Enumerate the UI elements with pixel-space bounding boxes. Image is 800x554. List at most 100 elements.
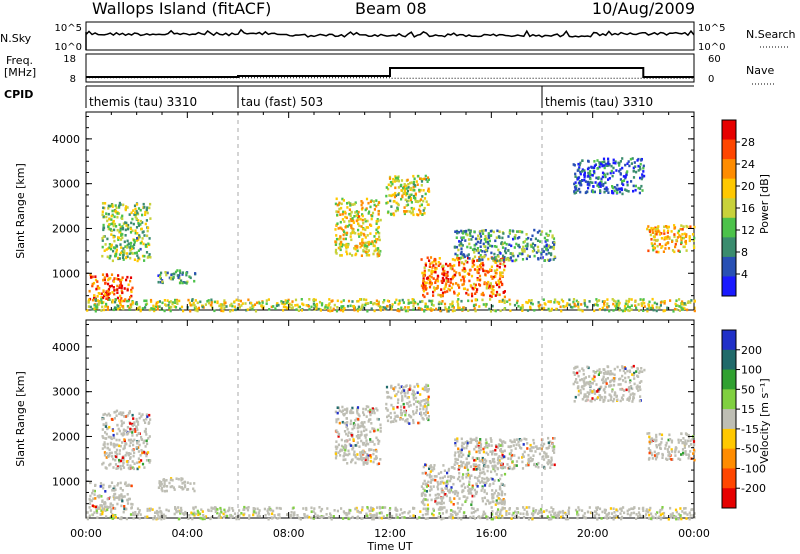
scatter-cell — [194, 512, 197, 516]
scatter-cell — [584, 395, 587, 398]
scatter-cell — [443, 475, 446, 478]
scatter-cell — [238, 509, 241, 512]
scatter-cell — [339, 308, 342, 312]
scatter-cell — [486, 444, 489, 448]
scatter-cell — [337, 227, 340, 230]
scatter-cell — [104, 243, 107, 246]
scatter-cell — [171, 272, 174, 276]
colorbar-tick-label: 8 — [741, 246, 748, 259]
scatter-cell — [127, 223, 130, 227]
scatter-cell — [128, 252, 131, 255]
scatter-cell — [341, 409, 344, 412]
scatter-cell — [481, 459, 484, 462]
scatter-cell — [191, 299, 194, 302]
scatter-cell — [376, 438, 379, 442]
scatter-cell — [416, 382, 419, 386]
scatter-cell — [466, 260, 469, 264]
scatter-cell — [107, 296, 110, 300]
scatter-cell — [482, 447, 485, 451]
scatter-cell — [394, 209, 397, 213]
scatter-cell — [134, 513, 137, 517]
scatter-cell — [446, 482, 449, 485]
scatter-cell — [408, 413, 411, 417]
scatter-cell — [345, 445, 348, 448]
scatter-cell — [692, 440, 696, 443]
scatter-cell — [138, 443, 141, 447]
scatter-cell — [408, 388, 411, 391]
scatter-cell — [501, 500, 504, 504]
scatter-cell — [479, 439, 482, 443]
scatter-cell — [656, 452, 659, 456]
scatter-cell — [617, 161, 620, 165]
scatter-cell — [362, 443, 365, 446]
scatter-cell — [334, 248, 338, 252]
scatter-cell — [480, 480, 484, 483]
scatter-cell — [680, 517, 683, 521]
scatter-cell — [101, 213, 104, 216]
velocity-frame — [85, 319, 695, 519]
scatter-cell — [342, 510, 345, 513]
scatter-cell — [107, 247, 110, 250]
scatter-cell — [144, 210, 147, 214]
scatter-cell — [458, 453, 461, 456]
scatter-cell — [134, 211, 137, 214]
scatter-cell — [103, 502, 106, 506]
scatter-cell — [420, 414, 423, 417]
scatter-cell — [237, 303, 240, 306]
scatter-cell — [599, 398, 602, 402]
scatter-cell — [369, 440, 372, 443]
scatter-cell — [130, 294, 133, 298]
scatter-cell — [158, 481, 161, 485]
scatter-cell — [526, 309, 530, 312]
scatter-cell — [135, 301, 138, 304]
scatter-cell — [238, 306, 241, 309]
scatter-cell — [337, 210, 340, 214]
scatter-cell — [622, 183, 625, 187]
scatter-cell — [360, 306, 363, 309]
scatter-cell — [107, 227, 110, 231]
scatter-cell — [455, 229, 459, 233]
scatter-cell — [511, 460, 514, 463]
scatter-cell — [136, 467, 139, 471]
scatter-cell — [495, 489, 498, 492]
scatter-cell — [367, 454, 370, 458]
scatter-cell — [88, 502, 92, 505]
scatter-cell — [475, 450, 478, 454]
scatter-cell — [640, 367, 643, 370]
scatter-cell — [605, 382, 608, 385]
scatter-cell — [339, 235, 342, 238]
scatter-cell — [504, 249, 507, 253]
scatter-cell — [383, 299, 386, 302]
scatter-cell — [122, 258, 125, 261]
scatter-cell — [131, 302, 134, 306]
scatter-cell — [102, 508, 105, 511]
colorbar-swatch — [722, 198, 736, 219]
scatter-cell — [406, 192, 409, 195]
scatter-cell — [107, 225, 110, 229]
scatter-cell — [529, 305, 532, 309]
scatter-cell — [655, 302, 659, 306]
scatter-cell — [87, 305, 90, 308]
scatter-cell — [406, 309, 409, 313]
scatter-cell — [519, 446, 522, 449]
scatter-cell — [594, 181, 597, 184]
scatter-cell — [625, 171, 628, 175]
scatter-cell — [335, 252, 338, 255]
scatter-cell — [110, 436, 113, 440]
scatter-cell — [237, 517, 241, 521]
scatter-cell — [364, 219, 367, 223]
scatter-cell — [508, 445, 511, 449]
scatter-cell — [405, 210, 408, 213]
scatter-cell — [428, 489, 432, 492]
scatter-cell — [677, 517, 680, 521]
scatter-cell — [130, 251, 133, 255]
scatter-cell — [692, 514, 695, 517]
scatter-cell — [401, 395, 404, 398]
scatter-cell — [637, 169, 640, 172]
scatter-cell — [485, 492, 488, 495]
scatter-cell — [352, 203, 355, 206]
scatter-cell — [495, 445, 498, 449]
scatter-cell — [677, 438, 680, 442]
scatter-cell — [538, 447, 541, 450]
scatter-cell — [446, 270, 449, 274]
